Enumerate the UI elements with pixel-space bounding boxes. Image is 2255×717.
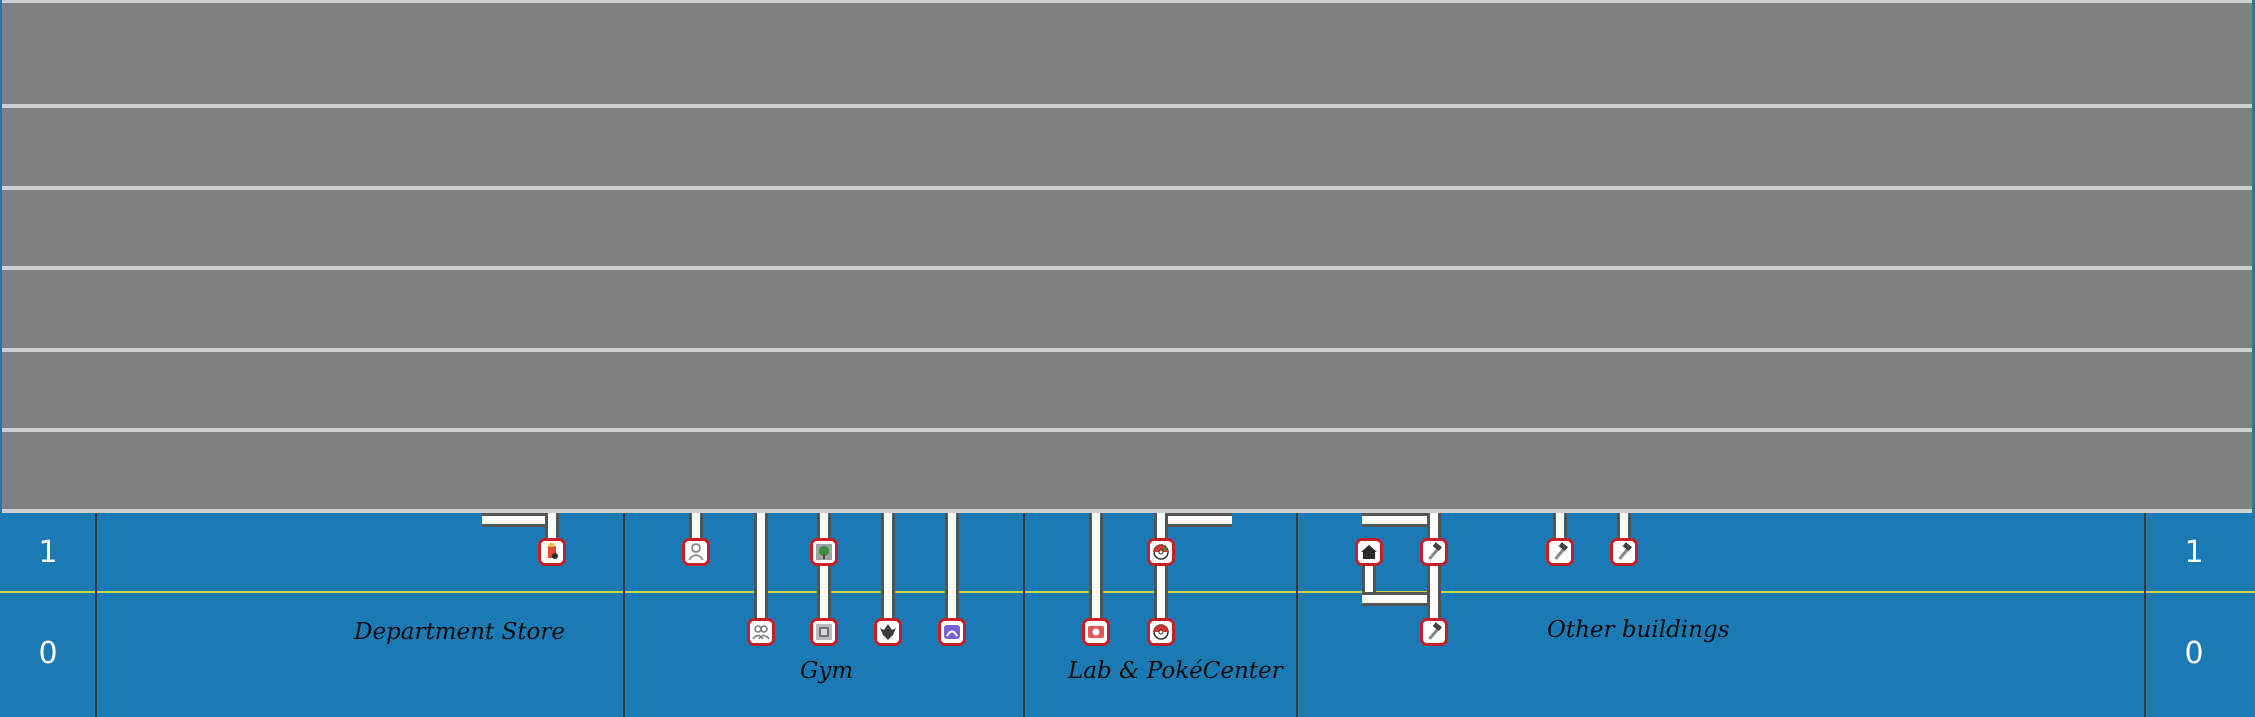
upper-floor-band: [2, 432, 2252, 513]
pokeball-icon[interactable]: [1147, 538, 1175, 566]
connector-pipe: [1089, 513, 1103, 625]
floor-number-1-right: 1: [2184, 535, 2204, 570]
column-separator: [95, 513, 97, 717]
column-separator: [1023, 513, 1025, 717]
upper-floor-band: [2, 108, 2252, 190]
connector-pipe: [545, 513, 559, 543]
floor-divider: [0, 591, 2255, 593]
connector-pipe: [1154, 513, 1232, 527]
connector-pipe: [1362, 513, 1434, 527]
connector-pipe: [1553, 513, 1567, 543]
pokeball-icon[interactable]: [1147, 618, 1175, 646]
gym-label: Gym: [800, 658, 854, 684]
connector-pipe: [1362, 592, 1434, 606]
floor-number-1-left: 1: [38, 535, 58, 570]
tree-icon[interactable]: [810, 538, 838, 566]
hammer-icon[interactable]: [1610, 538, 1638, 566]
lab-icon[interactable]: [1082, 618, 1110, 646]
upper-floor-band: [2, 270, 2252, 352]
hammer-icon[interactable]: [1420, 618, 1448, 646]
person-icon[interactable]: [682, 538, 710, 566]
connector-pipe: [1617, 513, 1631, 543]
arc-icon[interactable]: [938, 618, 966, 646]
hammer-icon[interactable]: [1546, 538, 1574, 566]
hammer-icon[interactable]: [1420, 538, 1448, 566]
column-separator: [623, 513, 625, 717]
floor-number-0-left: 0: [38, 636, 58, 671]
statue-icon[interactable]: [810, 618, 838, 646]
connector-pipe: [1154, 513, 1168, 625]
trainers-icon[interactable]: [747, 618, 775, 646]
house-icon[interactable]: [1355, 538, 1383, 566]
other-buildings-label: Other buildings: [1547, 617, 1730, 643]
upper-floor-band: [2, 190, 2252, 270]
upper-floor-band: [2, 352, 2252, 432]
item-bag-icon[interactable]: [538, 538, 566, 566]
dragon-icon[interactable]: [874, 618, 902, 646]
connector-pipe: [689, 513, 703, 543]
column-separator: [2144, 513, 2146, 717]
connector-pipe: [754, 513, 768, 625]
connector-pipe: [482, 513, 547, 527]
lab-pokecenter-label: Lab & PokéCenter: [1068, 658, 1283, 684]
connector-pipe: [945, 513, 959, 625]
upper-floor-band: [2, 0, 2252, 108]
department-store-label: Department Store: [354, 619, 565, 645]
floor-number-0-right: 0: [2184, 636, 2204, 671]
connector-pipe: [817, 513, 831, 625]
column-separator: [1296, 513, 1298, 717]
connector-pipe: [881, 513, 895, 625]
connector-pipe: [1427, 513, 1441, 625]
